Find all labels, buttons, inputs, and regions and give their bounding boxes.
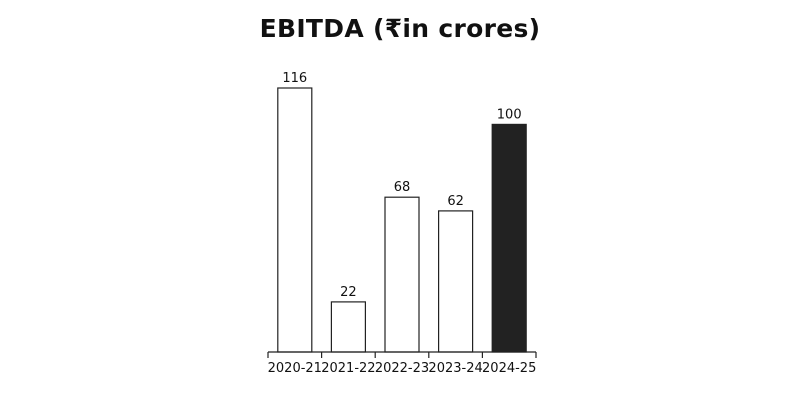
bar-2021-22 <box>330 301 366 353</box>
x-tick-label-2024-25: 2024-25 <box>482 361 536 376</box>
bar-2020-21 <box>277 87 313 353</box>
data-label-2024-25: 100 <box>497 107 522 122</box>
bars-layer <box>277 87 527 353</box>
data-label-2022-23: 68 <box>394 180 411 195</box>
x-tick-label-2020-21: 2020-21 <box>268 361 322 376</box>
data-label-2023-24: 62 <box>447 194 464 209</box>
x-tick-label-2022-23: 2022-23 <box>375 361 429 376</box>
data-label-2020-21: 116 <box>282 71 307 86</box>
x-tick-label-2021-22: 2021-22 <box>321 361 375 376</box>
data-label-2021-22: 22 <box>340 285 357 300</box>
bar-2024-25 <box>491 123 527 353</box>
x-tick-label-2023-24: 2023-24 <box>428 361 482 376</box>
x-axis: 2020-21 2021-22 2022-23 2023-24 2024-25 <box>267 351 537 376</box>
data-labels-layer: 116 22 68 62 100 <box>282 71 521 300</box>
bar-2023-24 <box>438 210 474 353</box>
chart-title: EBITDA (₹in crores) <box>259 14 541 43</box>
bar-2022-23 <box>384 196 420 353</box>
